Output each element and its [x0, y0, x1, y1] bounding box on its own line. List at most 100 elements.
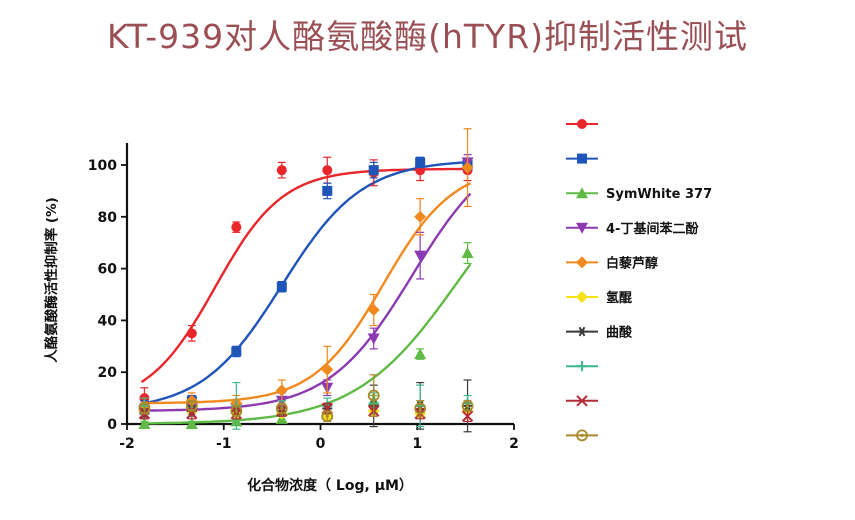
marker-shape	[185, 418, 198, 429]
y-tick-label: 60	[98, 262, 118, 278]
legend-marker	[577, 361, 587, 372]
legend-marker	[576, 291, 588, 303]
data-point-series-3	[367, 333, 380, 345]
data-point-series-0	[186, 328, 197, 339]
marker-shape	[234, 409, 238, 413]
y-tick-label: 20	[98, 365, 118, 381]
data-point-series-8	[461, 410, 474, 422]
marker-shape	[577, 153, 587, 164]
marker-shape	[576, 187, 588, 199]
data-points	[138, 128, 474, 433]
marker-shape	[186, 328, 197, 339]
data-point-series-1	[276, 281, 287, 292]
marker-shape	[418, 406, 422, 411]
legend-marker	[576, 256, 588, 269]
marker-shape	[580, 433, 584, 437]
marker-shape	[576, 395, 588, 407]
data-point-series-0	[276, 165, 287, 176]
marker-shape	[367, 389, 380, 402]
fit-curves	[140, 160, 472, 425]
data-point-series-9	[461, 399, 474, 412]
data-point-series-4	[461, 161, 474, 174]
y-axis-label: 人酪氨酸酶活性抑制率 (%)	[43, 197, 60, 363]
y-tick-label: 0	[107, 417, 117, 433]
data-point-series-2	[414, 348, 427, 360]
data-point-series-2	[461, 247, 474, 259]
data-point-series-1	[368, 165, 379, 176]
marker-shape	[461, 399, 474, 412]
legend-label: 白藜芦醇	[606, 255, 658, 271]
data-point-series-4	[414, 210, 427, 223]
marker-shape	[321, 363, 334, 376]
data-point-series-9	[321, 410, 334, 423]
marker-shape	[414, 210, 427, 223]
marker-shape	[138, 402, 151, 415]
x-axis-label: 化合物浓度（ Log, μM）	[247, 477, 413, 494]
data-point-series-9	[367, 389, 380, 402]
marker-shape	[190, 404, 194, 408]
data-point-series-4	[367, 304, 380, 317]
legend-marker	[577, 326, 587, 337]
y-tick-label: 80	[98, 210, 118, 226]
legend-label: 4-丁基间苯二酚	[606, 221, 699, 237]
marker-shape	[415, 157, 426, 168]
legend-label: 氢醌	[606, 290, 632, 306]
data-point-series-1	[231, 346, 242, 357]
legend-label: 曲酸	[606, 325, 633, 341]
data-point-series-9	[138, 402, 151, 415]
marker-shape	[576, 222, 588, 234]
marker-shape	[230, 405, 243, 417]
marker-shape	[576, 256, 588, 269]
marker-shape	[367, 304, 380, 317]
marker-shape	[576, 291, 588, 303]
marker-shape	[367, 333, 380, 345]
data-point-series-0	[231, 222, 242, 233]
legend-marker	[577, 119, 587, 129]
marker-shape	[372, 393, 376, 398]
marker-shape	[185, 399, 198, 412]
marker-shape	[577, 119, 587, 129]
legend-marker	[576, 222, 588, 234]
marker-shape	[276, 165, 287, 176]
legend-marker	[576, 429, 588, 442]
y-tick-label: 100	[88, 158, 117, 174]
data-point-series-2	[185, 418, 198, 429]
marker-shape	[465, 404, 470, 408]
chart-title: KT-939对人酪氨酸酶(hTYR)抑制活性测试	[106, 17, 748, 56]
legend-marker	[576, 395, 588, 407]
marker-shape	[321, 410, 334, 423]
x-tick-label: 0	[316, 436, 326, 452]
legend-label: SymWhite 377	[606, 187, 712, 202]
marker-shape	[414, 250, 427, 262]
marker-shape	[280, 406, 284, 411]
marker-shape	[142, 406, 147, 411]
data-point-series-1	[322, 185, 333, 196]
marker-shape	[322, 165, 333, 176]
data-point-series-9	[185, 399, 198, 412]
legend-marker	[576, 187, 588, 199]
data-point-series-1	[415, 157, 426, 168]
data-point-series-4	[321, 363, 334, 376]
data-point-series-0	[322, 165, 333, 176]
data-point-series-2	[138, 418, 151, 429]
marker-shape	[275, 402, 288, 415]
marker-shape	[231, 346, 242, 357]
x-tick-label: 2	[509, 436, 519, 452]
x-tick-label: -1	[216, 436, 232, 452]
fit-curve-series-2	[141, 263, 472, 425]
marker-shape	[578, 326, 586, 337]
marker-shape	[414, 402, 427, 415]
marker-shape	[325, 414, 329, 418]
marker-shape	[576, 429, 588, 442]
marker-shape	[461, 410, 474, 422]
data-point-series-4	[275, 384, 288, 397]
x-tick-label: 1	[412, 436, 422, 452]
marker-shape	[276, 281, 287, 292]
marker-shape	[461, 247, 474, 259]
data-point-series-9	[414, 402, 427, 415]
marker-shape	[414, 348, 427, 360]
